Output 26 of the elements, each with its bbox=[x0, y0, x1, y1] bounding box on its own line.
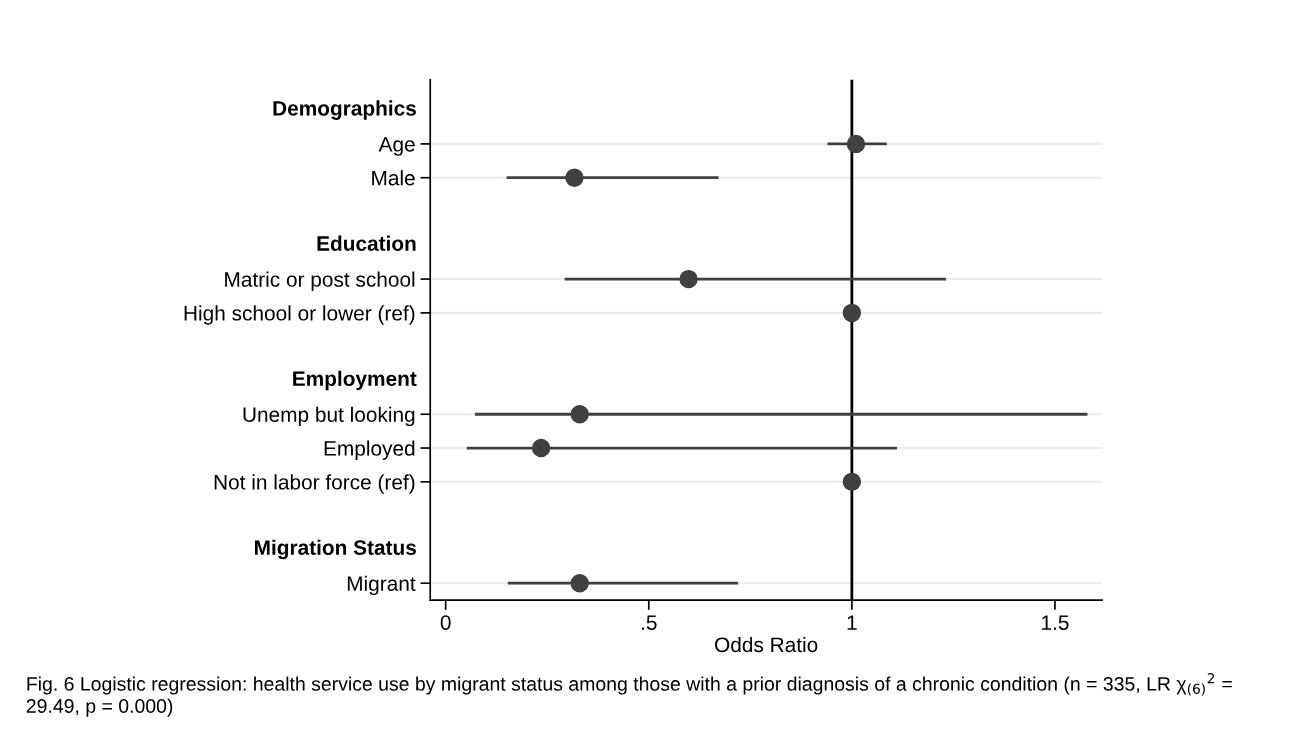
y-tick-label: Age bbox=[378, 137, 415, 156]
y-tick-label: Employment bbox=[293, 370, 417, 391]
text: Fig. 6 Logistic regression: health service use by migrant status among those with a prior diagnosis of a chronic condition (n = 335, LR χ$_{(6)}$$^{2}$ = 29.49, p = 0.000) bbox=[26, 673, 1232, 717]
point bbox=[679, 269, 698, 289]
point bbox=[842, 472, 862, 492]
point bbox=[570, 573, 589, 593]
point bbox=[570, 405, 589, 424]
y-tick-label: Unemp but looking bbox=[243, 406, 415, 427]
y-tick-label: Migration Status bbox=[255, 539, 416, 560]
x-tick-label: 1 bbox=[847, 615, 857, 630]
point bbox=[846, 134, 866, 154]
x-tick-label: .5 bbox=[641, 615, 657, 630]
y-tick-label: Migrant bbox=[347, 575, 416, 596]
point bbox=[842, 303, 862, 323]
point bbox=[565, 168, 584, 187]
y-tick-label: High school or lower (ref) bbox=[184, 305, 415, 325]
y-tick-label: Demographics bbox=[273, 100, 416, 120]
y-tick-label: Male bbox=[372, 170, 415, 186]
y-tick-label: Matric or post school bbox=[225, 271, 415, 291]
x-axis-title: Odds Ratio bbox=[715, 636, 818, 653]
y-tick-label: Not in labor force (ref) bbox=[214, 474, 415, 494]
x-tick-label: 0 bbox=[440, 615, 451, 630]
x-tick-label: 1.5 bbox=[1042, 615, 1069, 630]
point bbox=[531, 438, 551, 458]
y-tick-label: Employed bbox=[324, 440, 415, 460]
y-tick-label: Education bbox=[317, 235, 416, 251]
